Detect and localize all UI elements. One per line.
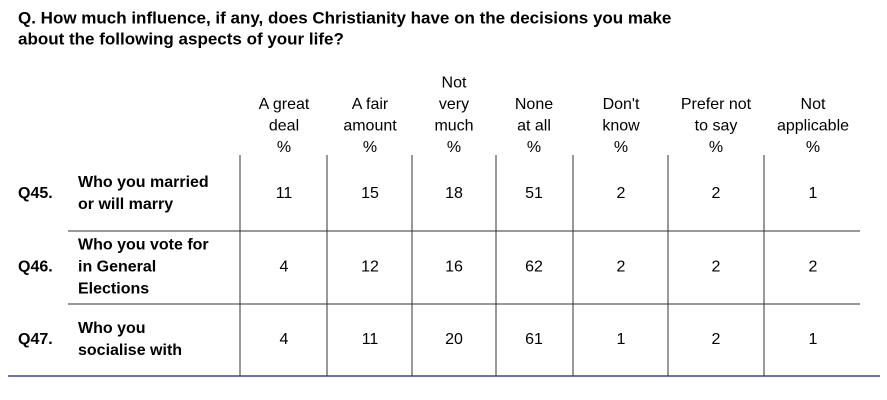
column-header: applicable: [777, 118, 849, 135]
row-id: Q47.: [18, 331, 53, 348]
row-label: Who you vote for: [78, 237, 209, 254]
cell-value: 2: [712, 259, 721, 276]
row-id: Q45.: [18, 185, 53, 202]
cell-value: 1: [617, 331, 626, 348]
cell-value: 15: [361, 185, 379, 202]
cell-value: 62: [525, 259, 543, 276]
column-header: amount: [343, 118, 397, 135]
cell-value: 61: [525, 331, 543, 348]
row-label: Who you married: [78, 174, 209, 191]
column-header: %: [363, 139, 377, 156]
cell-value: 4: [280, 259, 289, 276]
column-header: %: [709, 139, 723, 156]
cell-value: 16: [445, 259, 463, 276]
column-header: Don't: [603, 96, 640, 113]
cell-value: 2: [712, 331, 721, 348]
column-header: A fair: [352, 96, 389, 113]
row-label: Elections: [78, 281, 149, 298]
cell-value: 2: [809, 259, 818, 276]
cell-value: 20: [445, 331, 463, 348]
column-header: %: [527, 139, 541, 156]
column-header: Prefer not: [681, 96, 752, 113]
cell-value: 2: [712, 185, 721, 202]
column-header: A great: [259, 96, 310, 113]
question-line: Q. How much influence, if any, does Chri…: [18, 8, 671, 27]
cell-value: 11: [276, 185, 293, 202]
column-header: %: [614, 139, 628, 156]
cell-value: 11: [362, 331, 379, 348]
column-header: %: [806, 139, 820, 156]
column-header: at all: [517, 118, 551, 135]
column-header: know: [602, 118, 640, 135]
row-label: or will marry: [78, 196, 173, 213]
row-label: in General: [78, 259, 156, 276]
cell-value: 1: [809, 185, 818, 202]
column-header: Not: [442, 75, 467, 92]
row-id: Q46.: [18, 259, 53, 276]
row-label: socialise with: [78, 342, 182, 359]
column-header: %: [447, 139, 461, 156]
cell-value: 2: [617, 185, 626, 202]
row-label: Who you: [78, 320, 146, 337]
column-header: to say: [695, 118, 738, 135]
cell-value: 1: [809, 331, 818, 348]
cell-value: 18: [445, 185, 463, 202]
column-header: much: [434, 118, 473, 135]
column-header: None: [515, 96, 553, 113]
column-header: Not: [801, 96, 826, 113]
cell-value: 2: [617, 259, 626, 276]
cell-value: 4: [280, 331, 289, 348]
column-header: %: [277, 139, 291, 156]
column-header: deal: [269, 118, 299, 135]
column-header: very: [439, 96, 469, 113]
cell-value: 12: [361, 259, 379, 276]
cell-value: 51: [525, 185, 543, 202]
question-line: about the following aspects of your life…: [18, 29, 344, 48]
